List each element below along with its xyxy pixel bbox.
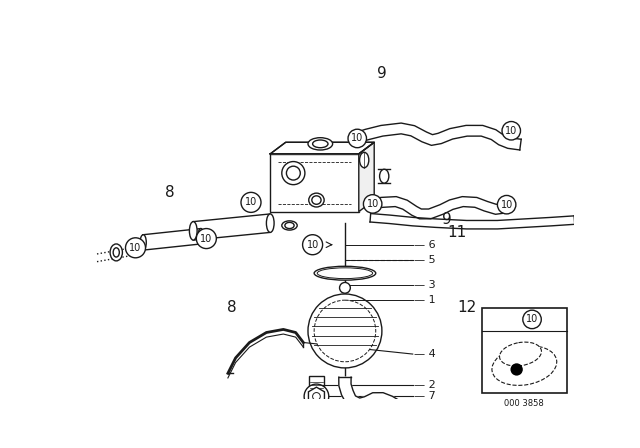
Text: 8: 8 xyxy=(227,300,237,315)
Circle shape xyxy=(125,238,145,258)
Polygon shape xyxy=(193,214,270,240)
Text: — 5: — 5 xyxy=(414,255,436,265)
Text: 10: 10 xyxy=(129,243,141,253)
Text: 10: 10 xyxy=(200,233,212,244)
Text: 10: 10 xyxy=(307,240,319,250)
Circle shape xyxy=(523,310,541,329)
Circle shape xyxy=(502,121,520,140)
FancyBboxPatch shape xyxy=(308,375,324,391)
Ellipse shape xyxy=(110,244,122,261)
Circle shape xyxy=(314,300,376,362)
Circle shape xyxy=(196,228,216,249)
Text: 10: 10 xyxy=(351,134,364,143)
Ellipse shape xyxy=(317,268,372,279)
Polygon shape xyxy=(370,197,508,219)
Ellipse shape xyxy=(492,346,557,385)
Circle shape xyxy=(312,392,320,400)
Text: 11: 11 xyxy=(448,225,467,240)
Ellipse shape xyxy=(312,140,328,148)
Polygon shape xyxy=(370,214,575,229)
Ellipse shape xyxy=(198,228,204,244)
Ellipse shape xyxy=(314,266,376,280)
Ellipse shape xyxy=(287,166,300,180)
Text: — 3: — 3 xyxy=(414,280,436,290)
Ellipse shape xyxy=(140,235,147,250)
Text: — 1: — 1 xyxy=(414,295,436,305)
Polygon shape xyxy=(270,142,374,154)
Polygon shape xyxy=(359,142,374,211)
Ellipse shape xyxy=(266,214,274,233)
Circle shape xyxy=(364,195,382,213)
Circle shape xyxy=(308,294,382,368)
Circle shape xyxy=(497,195,516,214)
Ellipse shape xyxy=(285,222,294,228)
Circle shape xyxy=(511,363,523,375)
Text: 10: 10 xyxy=(526,314,538,324)
FancyBboxPatch shape xyxy=(482,308,566,392)
Circle shape xyxy=(303,235,323,255)
Ellipse shape xyxy=(500,342,541,366)
Text: 10: 10 xyxy=(245,198,257,207)
Ellipse shape xyxy=(189,222,197,240)
Ellipse shape xyxy=(282,221,297,230)
Polygon shape xyxy=(353,123,521,150)
Circle shape xyxy=(241,192,261,212)
Text: 10: 10 xyxy=(505,126,517,136)
Ellipse shape xyxy=(380,169,389,183)
Text: 9: 9 xyxy=(442,212,452,227)
Ellipse shape xyxy=(312,196,321,204)
Text: 8: 8 xyxy=(165,185,175,200)
Ellipse shape xyxy=(113,248,119,257)
Text: — 7: — 7 xyxy=(414,392,436,401)
Polygon shape xyxy=(143,228,201,250)
Polygon shape xyxy=(339,377,405,414)
Circle shape xyxy=(304,384,329,409)
Ellipse shape xyxy=(282,162,305,185)
Ellipse shape xyxy=(360,152,369,168)
Text: 12: 12 xyxy=(457,300,476,315)
Ellipse shape xyxy=(308,138,333,150)
Text: — 6: — 6 xyxy=(414,240,436,250)
Ellipse shape xyxy=(340,282,350,293)
Text: — 2: — 2 xyxy=(414,380,436,390)
FancyBboxPatch shape xyxy=(270,154,359,211)
Circle shape xyxy=(348,129,367,148)
Ellipse shape xyxy=(308,193,324,207)
Text: 10: 10 xyxy=(367,199,379,209)
Text: 9: 9 xyxy=(377,65,387,81)
Text: 10: 10 xyxy=(500,200,513,210)
Text: 000 3858: 000 3858 xyxy=(504,399,544,408)
Text: — 4: — 4 xyxy=(414,349,436,359)
